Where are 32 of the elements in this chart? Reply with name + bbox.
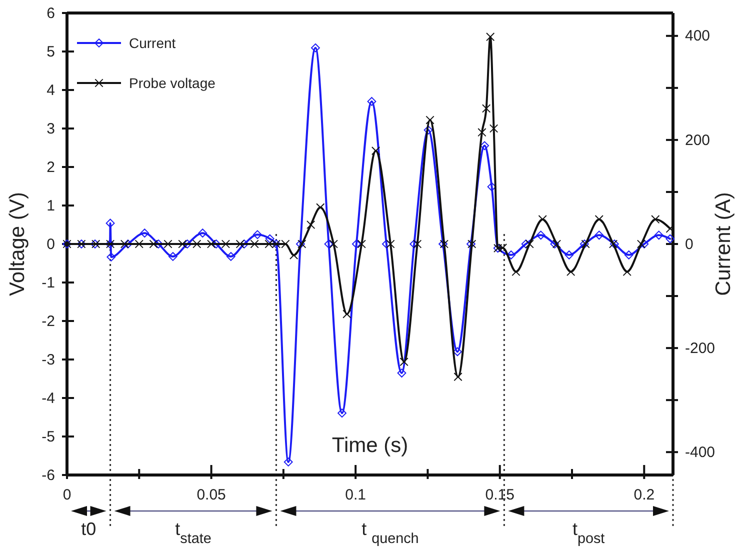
y-tick-label: 3 (46, 120, 55, 138)
y-tick-label: -6 (42, 466, 55, 484)
x-tick-label: 0 (62, 486, 72, 504)
y2-tick-label: -400 (685, 444, 716, 461)
x-tick-label: 0.05 (196, 486, 226, 504)
y2-tick-label: 400 (685, 28, 710, 45)
y-tick-label: -4 (42, 390, 55, 407)
text: t0 (81, 519, 96, 539)
text: t$_{post}$ (572, 519, 605, 547)
y-tick-label: 1 (46, 197, 55, 214)
y-tick-label: -2 (42, 312, 55, 330)
x-axis-title: Time (s) (332, 434, 408, 457)
y-tick-label: 0 (46, 236, 55, 253)
legend-label: Current (129, 35, 176, 51)
x-tick-label: 0.1 (345, 486, 366, 504)
y-tick-label: 6 (46, 4, 55, 22)
y2-tick-label: -200 (685, 340, 716, 357)
y-tick-label: 2 (46, 158, 55, 176)
text: t $_{quench}$ (362, 519, 419, 547)
y-axis-title: Voltage (V) (6, 192, 29, 296)
y-tick-label: -5 (42, 428, 55, 446)
y-tick-label: 4 (46, 82, 55, 99)
y-tick-label: 5 (46, 43, 55, 60)
y-tick-label: -1 (42, 274, 55, 292)
y2-tick-label: 0 (685, 236, 694, 253)
y2-axis-title: Current (A) (712, 192, 735, 296)
x-tick-label: 0.2 (634, 486, 655, 504)
x-tick-label: 0.15 (485, 486, 514, 504)
y-tick-label: -3 (42, 351, 55, 368)
text: t$_{state}$ (175, 519, 212, 547)
legend-label: Probe voltage (129, 75, 216, 91)
y2-tick-label: 200 (685, 132, 710, 149)
